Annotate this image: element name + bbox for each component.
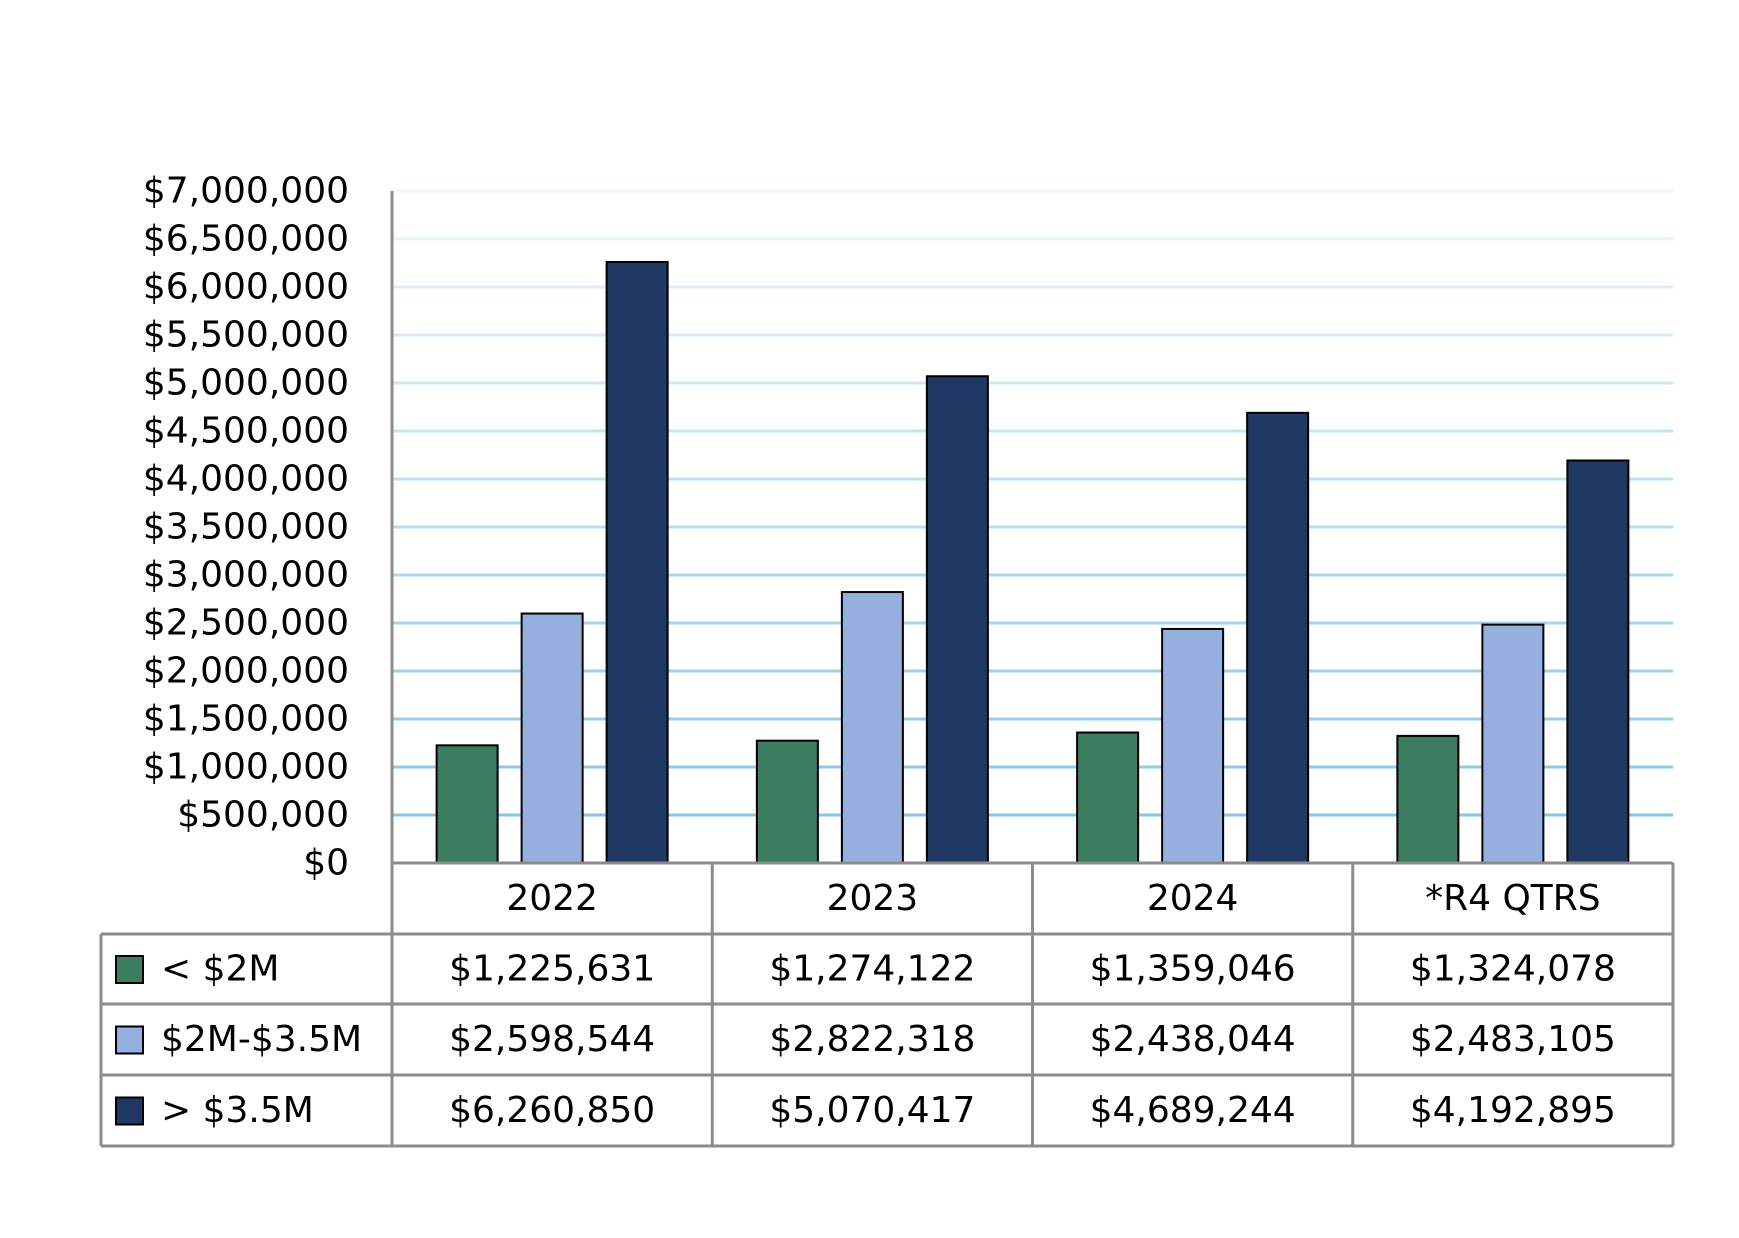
y-tick-label: $1,500,000 [143,699,349,740]
y-tick-label: $500,000 [177,795,349,836]
data-table-value: $2,438,044 [1090,1019,1296,1060]
category-label: 2023 [827,878,919,919]
category-label: 2022 [506,878,598,919]
bars [435,260,1630,865]
data-table-value: $1,274,122 [769,949,975,990]
bar [1246,411,1310,864]
legend-key [115,1096,144,1126]
legend-key [115,955,144,984]
bar [1481,623,1545,865]
y-tick-label: $3,000,000 [143,555,349,596]
y-tick-label: $6,500,000 [143,219,349,260]
y-tick-label: $6,000,000 [143,267,349,308]
y-tick-label: $5,500,000 [143,315,349,356]
gridlines [392,189,1673,817]
data-table-value: $1,359,046 [1090,949,1296,990]
bar [1396,734,1460,864]
data-table: 2022 2023 2024 *R4 QTRS < $2M $1,225,631 $1,27… [99,861,1675,1148]
y-tick-label: $4,500,000 [143,411,349,452]
bar [1566,459,1630,864]
bar [840,591,904,865]
legend-label: > $3.5M [161,1090,314,1131]
y-tick-label: $4,000,000 [143,459,349,500]
legend-key [115,1025,144,1055]
legend-label: < $2M [161,949,279,990]
category-label: *R4 QTRS [1425,878,1601,919]
data-table-value: $5,070,417 [769,1090,975,1131]
data-table-value: $2,822,318 [769,1019,975,1060]
data-table-value: $1,225,631 [449,949,655,990]
y-tick-label: $1,000,000 [143,747,349,788]
bar [1076,731,1140,864]
legend-label: $2M-$3.5M [161,1019,362,1060]
bar [605,260,669,865]
bar [520,612,584,865]
data-table-value: $1,324,078 [1410,949,1616,990]
y-tick-label: $7,000,000 [143,171,349,212]
y-tick-label: $3,500,000 [143,507,349,548]
bar [925,375,989,864]
data-table-value: $6,260,850 [449,1090,655,1131]
bar [435,744,499,864]
bar [755,739,819,864]
data-table-value: $4,689,244 [1090,1090,1296,1131]
y-axis-tick-labels: $0 $500,000 $1,000,000 $1,500,000 $2,000,000… [143,171,349,884]
data-table-value: $4,192,895 [1410,1090,1616,1131]
y-tick-label: $2,000,000 [143,651,349,692]
category-label: 2024 [1147,878,1239,919]
data-table-value: $2,598,544 [449,1019,655,1060]
y-tick-label: $0 [303,843,349,884]
data-table-value: $2,483,105 [1410,1019,1616,1060]
y-tick-label: $5,000,000 [143,363,349,404]
bar [1161,627,1225,864]
y-tick-label: $2,500,000 [143,603,349,644]
